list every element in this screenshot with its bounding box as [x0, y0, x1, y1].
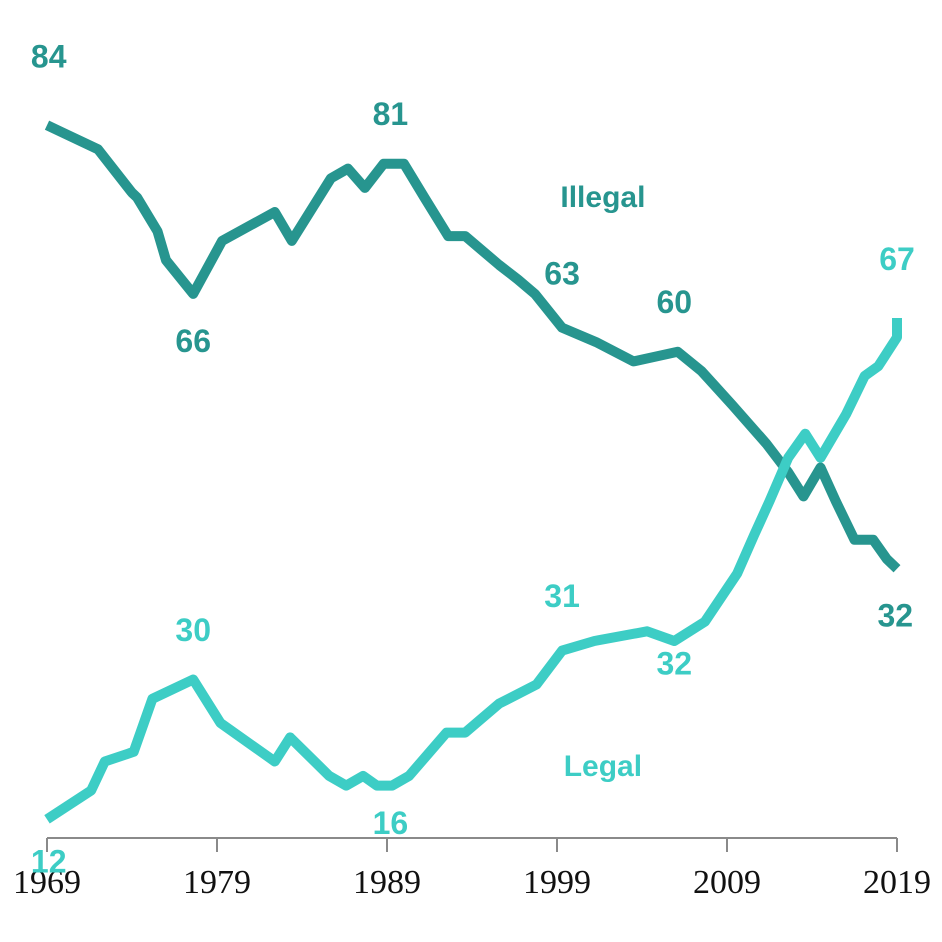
x-axis: 1969 1979 1989 1999 2009 2019	[13, 837, 931, 901]
data-label-illegal: 66	[175, 323, 211, 359]
data-labels: Illegal Legal 84 66 81 63 60 32 12 30 16 31 32 67	[31, 38, 915, 879]
data-label-legal: 12	[31, 843, 67, 879]
data-label-illegal: 84	[31, 38, 67, 74]
data-label-illegal: 63	[544, 255, 580, 291]
series-label-legal: Legal	[564, 750, 642, 783]
data-label-legal: 30	[175, 612, 211, 648]
data-label-legal: 32	[657, 646, 693, 682]
data-label-illegal: 60	[657, 284, 693, 320]
series-line-illegal	[44, 120, 901, 573]
data-label-legal: 67	[879, 241, 915, 277]
series-line-legal	[44, 318, 902, 824]
data-label-illegal: 32	[878, 598, 914, 634]
data-label-legal: 16	[373, 805, 409, 841]
x-tick-label: 2019	[863, 864, 931, 901]
x-tick-label: 2009	[693, 864, 761, 901]
series-label-illegal: Illegal	[560, 181, 645, 214]
x-tick-label: 1999	[523, 864, 591, 901]
series-lines	[44, 120, 902, 824]
x-tick-label: 1969	[13, 864, 81, 901]
x-tick-label: 1979	[183, 864, 251, 901]
data-label-illegal: 81	[373, 96, 409, 132]
data-label-legal: 31	[544, 578, 580, 614]
x-tick-label: 1989	[353, 864, 421, 901]
